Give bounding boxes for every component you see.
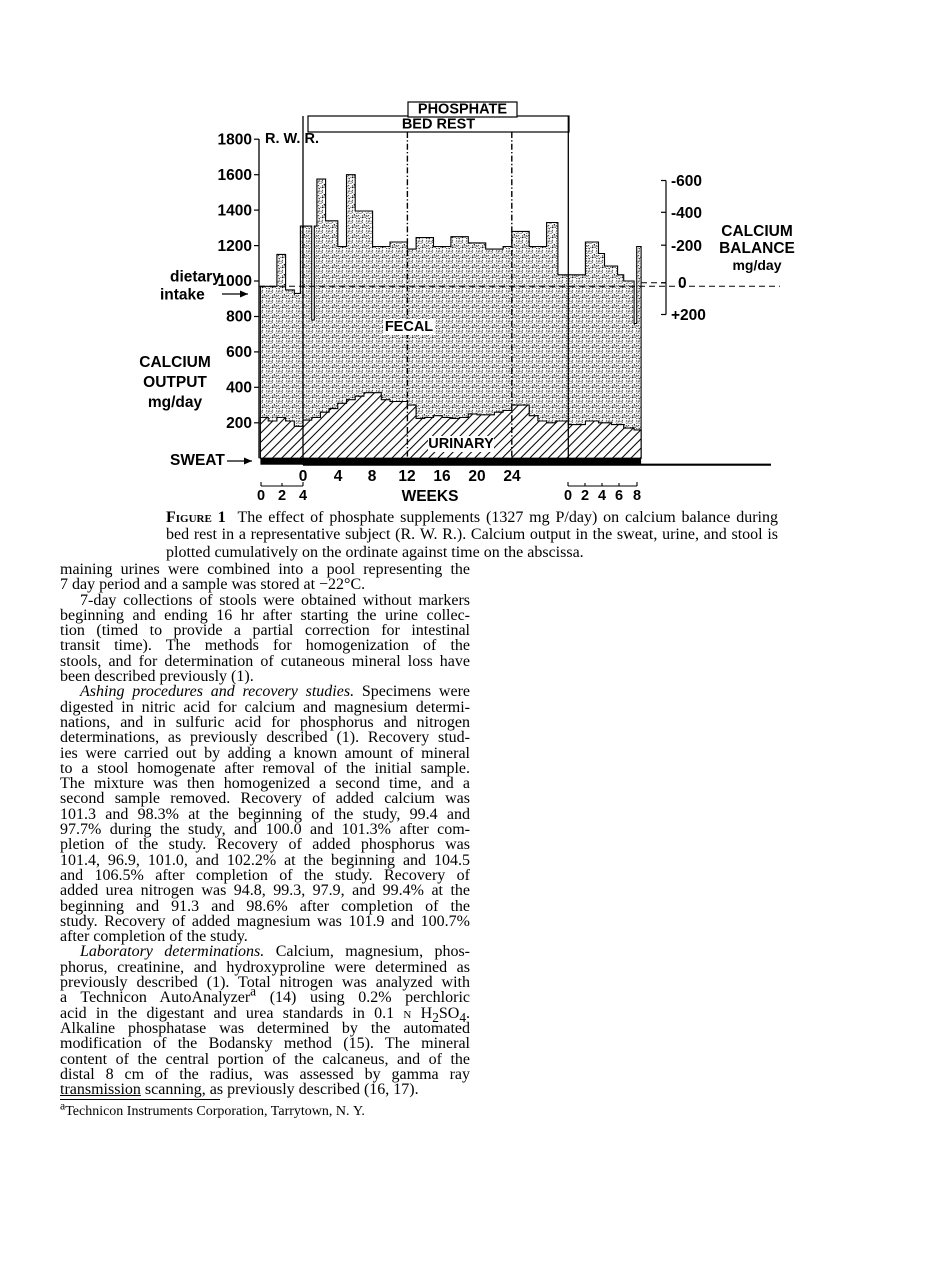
svg-text:-400: -400 xyxy=(671,205,702,222)
svg-text:200: 200 xyxy=(226,415,252,432)
svg-text:20: 20 xyxy=(468,468,485,485)
svg-text:800: 800 xyxy=(226,309,252,326)
svg-text:8: 8 xyxy=(368,468,377,485)
svg-text:1200: 1200 xyxy=(218,238,252,255)
svg-text:SWEAT: SWEAT xyxy=(170,452,225,469)
svg-text:+200: +200 xyxy=(671,307,706,324)
svg-text:24: 24 xyxy=(503,468,521,485)
svg-text:0: 0 xyxy=(257,488,265,504)
svg-text:CALCIUM: CALCIUM xyxy=(721,223,792,240)
svg-text:PHOSPHATE: PHOSPHATE xyxy=(418,102,507,118)
svg-text:mg/day: mg/day xyxy=(732,257,781,273)
svg-text:4: 4 xyxy=(334,468,343,485)
svg-text:dietary: dietary xyxy=(170,269,221,286)
svg-text:mg/day: mg/day xyxy=(148,394,203,411)
svg-text:16: 16 xyxy=(433,468,451,485)
svg-text:-200: -200 xyxy=(671,238,702,255)
svg-text:OUTPUT: OUTPUT xyxy=(143,374,207,391)
svg-text:8: 8 xyxy=(633,488,641,504)
svg-text:1800: 1800 xyxy=(218,132,252,149)
svg-text:4: 4 xyxy=(299,488,307,504)
svg-text:12: 12 xyxy=(398,468,415,485)
svg-text:0: 0 xyxy=(678,275,687,292)
svg-text:400: 400 xyxy=(226,380,252,397)
svg-text:WEEKS: WEEKS xyxy=(402,488,459,505)
svg-text:2: 2 xyxy=(581,488,589,504)
svg-text:2: 2 xyxy=(278,488,286,504)
svg-text:1400: 1400 xyxy=(218,202,252,219)
svg-text:0: 0 xyxy=(564,488,572,504)
svg-text:1600: 1600 xyxy=(218,167,252,184)
svg-text:1000: 1000 xyxy=(218,273,252,290)
svg-text:BED REST: BED REST xyxy=(402,117,475,133)
svg-text:BALANCE: BALANCE xyxy=(719,240,795,257)
svg-text:600: 600 xyxy=(226,344,252,361)
svg-text:R. W. R.: R. W. R. xyxy=(265,131,319,147)
svg-text:4: 4 xyxy=(598,488,606,504)
svg-text:6: 6 xyxy=(615,488,623,504)
svg-text:intake: intake xyxy=(160,287,205,304)
svg-text:CALCIUM: CALCIUM xyxy=(139,354,210,371)
svg-text:URINARY: URINARY xyxy=(428,436,494,452)
svg-text:FECAL: FECAL xyxy=(385,319,433,335)
svg-text:-600: -600 xyxy=(671,173,702,190)
